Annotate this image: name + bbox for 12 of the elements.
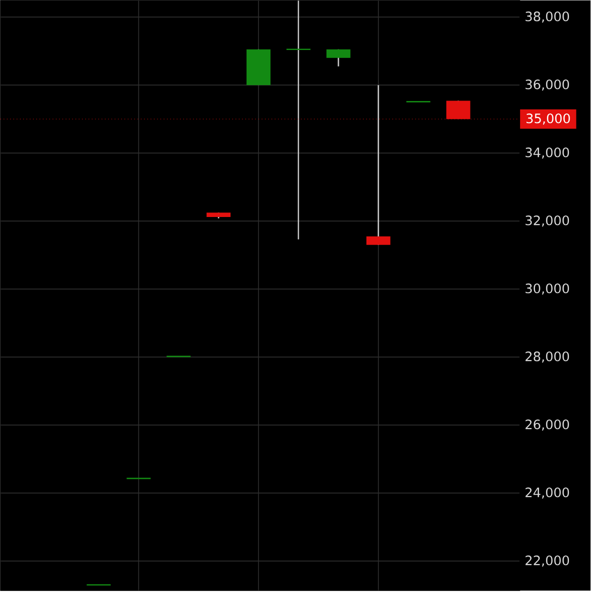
y-tick-label: 24,000 bbox=[526, 488, 570, 499]
y-tick-label: 22,000 bbox=[526, 556, 570, 567]
y-tick-label: 26,000 bbox=[526, 420, 570, 431]
y-tick-label: 28,000 bbox=[526, 352, 570, 363]
candlestick bbox=[286, 0, 312, 240]
y-tick-label: 36,000 bbox=[526, 80, 570, 91]
y-tick-label: 32,000 bbox=[526, 216, 570, 227]
ref-line-label: 35,000 bbox=[526, 114, 570, 125]
y-tick-label: 30,000 bbox=[526, 284, 570, 295]
candlestick bbox=[326, 48, 351, 68]
y-tick-label: 38,000 bbox=[526, 12, 570, 23]
y-tick-label: 34,000 bbox=[526, 148, 570, 159]
